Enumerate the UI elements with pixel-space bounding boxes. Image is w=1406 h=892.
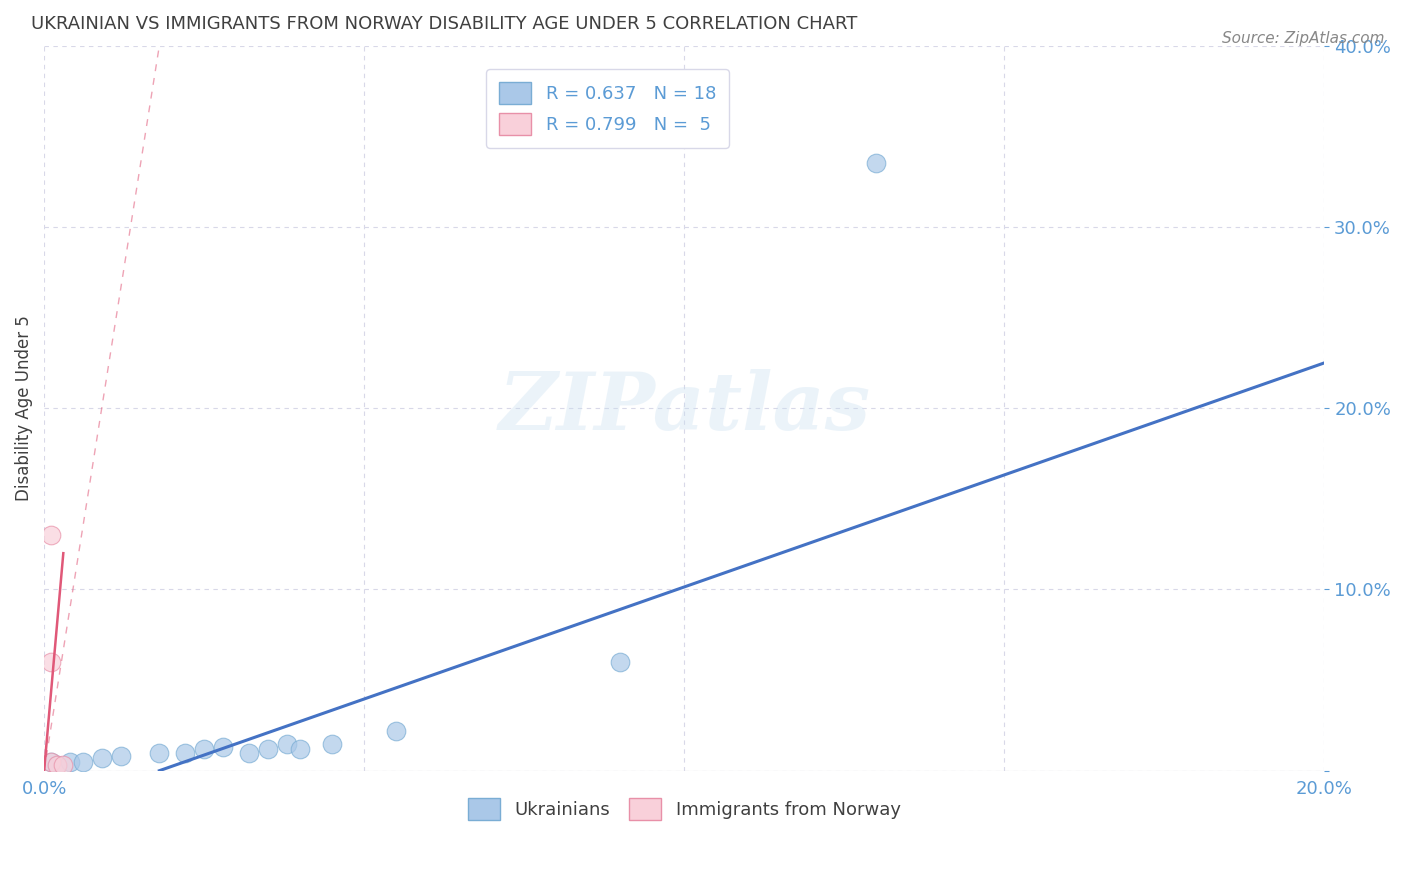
Point	[212, 740, 235, 755]
Point	[288, 742, 311, 756]
Point	[276, 737, 298, 751]
Point	[52, 758, 75, 772]
Text: Source: ZipAtlas.com: Source: ZipAtlas.com	[1222, 31, 1385, 46]
Point	[385, 723, 408, 738]
Point	[865, 156, 887, 170]
Point	[193, 742, 215, 756]
Point	[72, 755, 94, 769]
Text: ZIPatlas: ZIPatlas	[498, 369, 870, 447]
Point	[59, 755, 82, 769]
Point	[45, 758, 67, 772]
Point	[39, 755, 62, 769]
Point	[609, 655, 631, 669]
Point	[39, 755, 62, 769]
Point	[39, 655, 62, 669]
Point	[257, 742, 280, 756]
Point	[238, 746, 260, 760]
Point	[321, 737, 343, 751]
Text: UKRAINIAN VS IMMIGRANTS FROM NORWAY DISABILITY AGE UNDER 5 CORRELATION CHART: UKRAINIAN VS IMMIGRANTS FROM NORWAY DISA…	[31, 15, 858, 33]
Point	[174, 746, 197, 760]
Point	[148, 746, 170, 760]
Y-axis label: Disability Age Under 5: Disability Age Under 5	[15, 315, 32, 501]
Point	[90, 751, 112, 765]
Point	[110, 749, 132, 764]
Point	[45, 758, 67, 772]
Point	[39, 528, 62, 542]
Legend: Ukrainians, Immigrants from Norway: Ukrainians, Immigrants from Norway	[461, 790, 908, 827]
